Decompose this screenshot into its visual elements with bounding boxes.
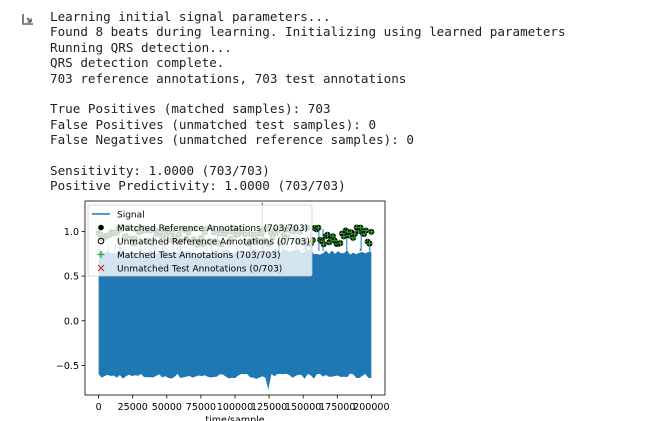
y-tick-label: 0.5 [64,272,79,283]
output-redirect-icon[interactable] [20,12,36,28]
matched-test-point [368,228,375,235]
matched-test-point [320,241,327,248]
matched-test-point [357,224,364,231]
y-tick-label: −0.5 [56,361,79,372]
stdout-line: False Positives (unmatched test samples)… [50,116,377,132]
stdout-line: Running QRS detection... [50,39,232,55]
stdout-line: False Negatives (unmatched reference sam… [50,132,414,148]
legend-x-marker [97,264,105,272]
legend-filled-circle-marker [98,224,104,231]
matched-test-point [340,233,347,240]
x-tick-label: 125000 [251,402,287,413]
x-tick-label: 75000 [186,402,216,413]
matched-test-point [366,240,373,247]
legend-open-circle-marker [97,237,105,245]
x-axis-label: time/sample [205,415,264,421]
x-tick-label: 100000 [217,402,253,413]
matched-test-point [362,227,369,234]
stdout-line: Found 8 beats during learning. Initializ… [50,24,566,40]
matched-test-point [315,224,322,231]
y-tick-label: 1.0 [64,227,79,238]
legend-box [87,204,313,277]
legend-entry-label: Matched Test Annotations (703/703) [117,251,280,261]
stdout-line: QRS detection complete. [50,55,225,71]
matched-test-point [337,240,344,247]
x-tick-label: 150000 [285,402,321,413]
x-tick-label: 175000 [319,402,355,413]
stdout-line: 703 reference annotations, 703 test anno… [50,70,407,86]
legend-plus-marker [97,251,105,258]
stdout-line: Learning initial signal parameters... [50,9,331,24]
x-tick-label: 50000 [152,402,182,413]
matched-test-point [324,231,331,238]
matched-test-point [351,230,358,237]
legend-entry-label: Matched Reference Annotations (703/703) [117,224,308,234]
stdout-text: Learning initial signal parameters... Fou… [50,9,566,194]
x-tick-label: 200000 [353,402,389,413]
x-tick-label: 25000 [118,402,148,413]
legend-entry-label: Unmatched Test Annotations (0/703) [117,264,282,274]
x-tick-label: 0 [96,402,102,413]
stdout-line: True Positives (matched samples): 703 [50,101,331,117]
matched-test-point [329,233,336,240]
legend-entry-label: Unmatched Reference Annotations (0/703) [117,237,310,247]
stdout-line: Positive Predictivity: 1.0000 (703/703) [50,178,346,194]
legend-entry-label: Signal [117,210,145,220]
stdout-line: Sensitivity: 1.0000 (703/703) [50,162,270,178]
y-tick-label: 0.0 [64,316,79,327]
signal-trace [98,249,372,390]
